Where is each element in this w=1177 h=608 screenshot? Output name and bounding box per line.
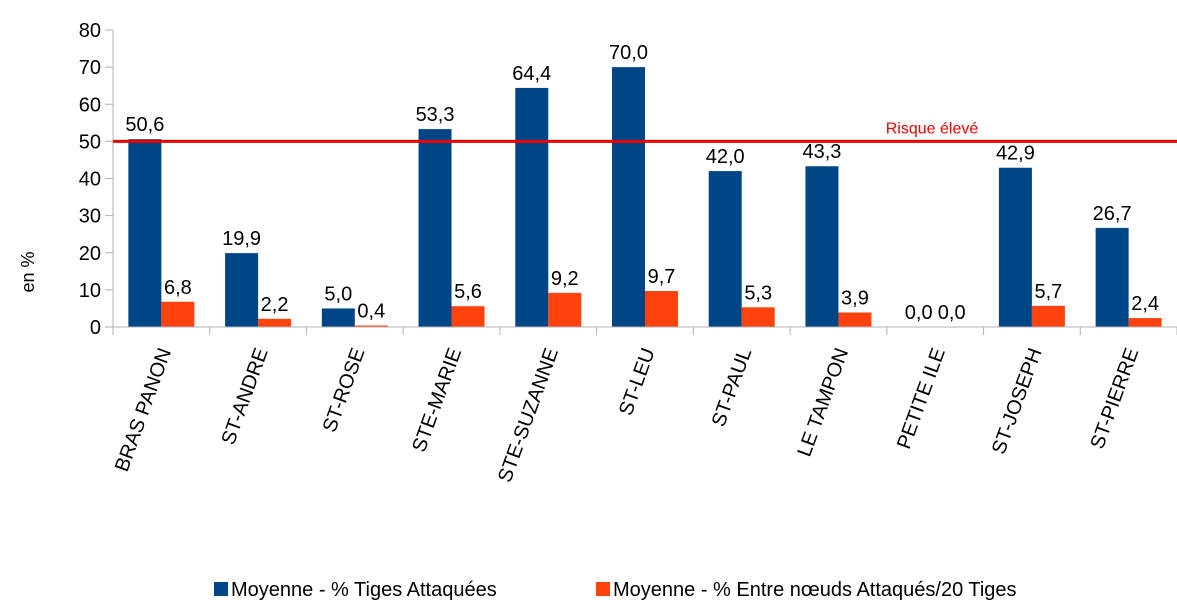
legend: Moyenne - % Tiges Attaquées Moyenne - % … [214, 579, 1017, 601]
data-label-bras-panon-series-1: 50,6 [125, 114, 164, 136]
bar-st-andre-series-1 [225, 253, 259, 327]
legend-swatch-entre-noeuds [596, 582, 610, 596]
bar-st-joseph-series-2 [1031, 305, 1065, 327]
y-tick-label: 80 [79, 20, 101, 42]
data-label-st-andre-series-2: 2,2 [261, 294, 289, 316]
bar-st-paul-series-2 [741, 307, 775, 327]
data-label-ste-marie-series-2: 5,6 [454, 281, 482, 303]
data-label-st-leu-series-1: 70,0 [609, 42, 648, 64]
bar-ste-suzanne-series-2 [548, 292, 582, 327]
y-tick-label: 70 [79, 57, 101, 79]
x-tick-label-ste-marie: STE-MARIE [408, 345, 466, 455]
data-label-le-tampon-series-2: 3,9 [841, 288, 869, 310]
bar-ste-suzanne-series-1 [515, 87, 549, 327]
bar-st-pierre-series-2 [1128, 318, 1162, 327]
data-label-ste-marie-series-1: 53,3 [416, 104, 455, 126]
data-label-petite-ile-series-1: 0,0 [905, 302, 933, 324]
data-label-petite-ile-series-2: 0,0 [938, 302, 966, 324]
y-tick-label: 20 [79, 243, 101, 265]
legend-swatch-tiges [214, 582, 228, 596]
bar-le-tampon-series-1 [805, 166, 839, 327]
bar-st-joseph-series-1 [998, 167, 1032, 327]
threshold-label: Risque élevé [886, 120, 979, 137]
bar-st-rose-series-2 [354, 325, 388, 327]
y-tick-label: 40 [79, 169, 101, 191]
data-labels: 50,6 6,8 19,9 2,2 5,00,4 53,3 5,6 64,4 9,2 70,0 9,… [125, 42, 1159, 324]
bars [128, 67, 1162, 327]
data-label-st-paul-series-2: 5,3 [744, 282, 772, 304]
y-axis-label: en % [18, 251, 38, 292]
data-label-st-leu-series-2: 9,7 [648, 266, 676, 288]
bar-st-pierre-series-1 [1095, 227, 1129, 327]
bar-st-paul-series-1 [708, 171, 742, 327]
x-tick-label-le-tampon: LE TAMPON [794, 345, 854, 459]
x-tick-label-st-rose: ST-ROSE [319, 345, 370, 435]
y-tick-label: 30 [79, 206, 101, 228]
x-tick-label-ste-suzanne: STE-SUZANNE [494, 345, 563, 485]
bar-bras-panon-series-1 [128, 139, 162, 327]
y-tick-label: 60 [79, 94, 101, 116]
data-label-st-rose-series-2: 0,4 [357, 301, 385, 323]
data-label-ste-suzanne-series-1: 64,4 [512, 63, 551, 85]
legend-label-tiges: Moyenne - % Tiges Attaquées [231, 579, 497, 601]
x-tick-label-st-pierre: ST-PIERRE [1087, 345, 1144, 452]
data-label-bras-panon-series-2: 6,8 [164, 277, 192, 299]
x-tick-label-st-joseph: ST-JOSEPH [988, 345, 1047, 457]
bar-st-leu-series-2 [645, 290, 678, 327]
x-tick-label-st-leu: ST-LEU [615, 345, 660, 418]
bar-le-tampon-series-2 [838, 312, 872, 327]
y-axis: 0 10 20 30 40 50 60 70 80 [79, 20, 114, 339]
x-tick-label-st-paul: ST-PAUL [708, 345, 757, 429]
threshold: Risque élevé [113, 120, 1177, 143]
data-label-st-paul-series-1: 42,0 [706, 146, 745, 168]
bar-bras-panon-series-2 [161, 301, 195, 327]
bar-ste-marie-series-1 [418, 129, 452, 327]
data-label-ste-suzanne-series-2: 9,2 [551, 268, 579, 290]
y-tick-label: 10 [79, 280, 101, 302]
x-tick-label-st-andre: ST-ANDRE [218, 345, 273, 448]
data-label-st-joseph-series-1: 42,9 [996, 143, 1035, 165]
y-tick-label: 0 [90, 317, 101, 339]
bar-st-andre-series-2 [258, 318, 292, 327]
data-label-st-pierre-series-1: 26,7 [1093, 203, 1132, 225]
data-label-st-rose-series-1: 5,0 [324, 283, 352, 305]
y-tick-label: 50 [79, 131, 101, 153]
data-label-st-joseph-series-2: 5,7 [1035, 281, 1063, 303]
x-axis: BRAS PANON ST-ANDRE ST-ROSE STE-MARIE STE-SU… [111, 326, 1177, 485]
data-label-st-andre-series-1: 19,9 [222, 228, 261, 250]
bar-st-rose-series-1 [321, 308, 355, 327]
x-tick-label-petite-ile: PETITE ILE [893, 345, 950, 452]
bar-st-leu-series-1 [612, 67, 645, 327]
x-tick-label-bras-panon: BRAS PANON [111, 345, 176, 474]
data-label-le-tampon-series-1: 43,3 [802, 141, 841, 163]
bar-ste-marie-series-2 [451, 306, 485, 327]
legend-label-entre-noeuds: Moyenne - % Entre nœuds Attaqués/20 Tige… [613, 579, 1017, 601]
data-label-st-pierre-series-2: 2,4 [1131, 293, 1159, 315]
